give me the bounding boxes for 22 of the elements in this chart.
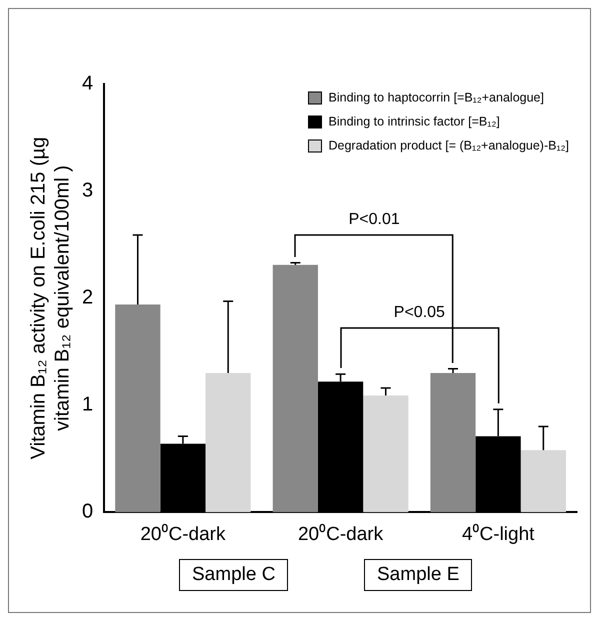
bar bbox=[206, 373, 251, 512]
bar bbox=[363, 396, 408, 512]
y-axis-title: Vitamin B₁₂ activity on E.coli 215 (µg vitamin B₁₂ equivalent/100ml ) bbox=[28, 136, 74, 460]
x-tick-label: 4⁰C-light bbox=[462, 522, 536, 545]
y-tick-label: 3 bbox=[82, 180, 94, 202]
bar bbox=[115, 304, 160, 512]
legend-label: Binding to haptocorrin [=B₁₂+analogue] bbox=[328, 90, 544, 104]
x-tick-label: 20⁰C-dark bbox=[298, 522, 384, 545]
y-tick-label: 4 bbox=[82, 72, 94, 95]
x-tick-label: 20⁰C-dark bbox=[140, 522, 226, 545]
y-tick-label: 1 bbox=[82, 394, 94, 416]
text: Sample C bbox=[179, 559, 288, 591]
y-tick-label: 2 bbox=[82, 286, 94, 309]
text: Sample E bbox=[364, 559, 472, 591]
bar bbox=[520, 450, 566, 512]
legend-label: Degradation product [= (B₁₂+analogue)-B₁₂] bbox=[328, 138, 570, 152]
legend-label: Binding to intrinsic factor [=B₁₂] bbox=[328, 114, 500, 128]
annotation: P<0.05 bbox=[392, 304, 446, 322]
bar bbox=[272, 264, 318, 512]
annotation: P<0.01 bbox=[348, 210, 401, 229]
y-tick-label: 0 bbox=[82, 500, 94, 523]
bar bbox=[430, 373, 476, 512]
